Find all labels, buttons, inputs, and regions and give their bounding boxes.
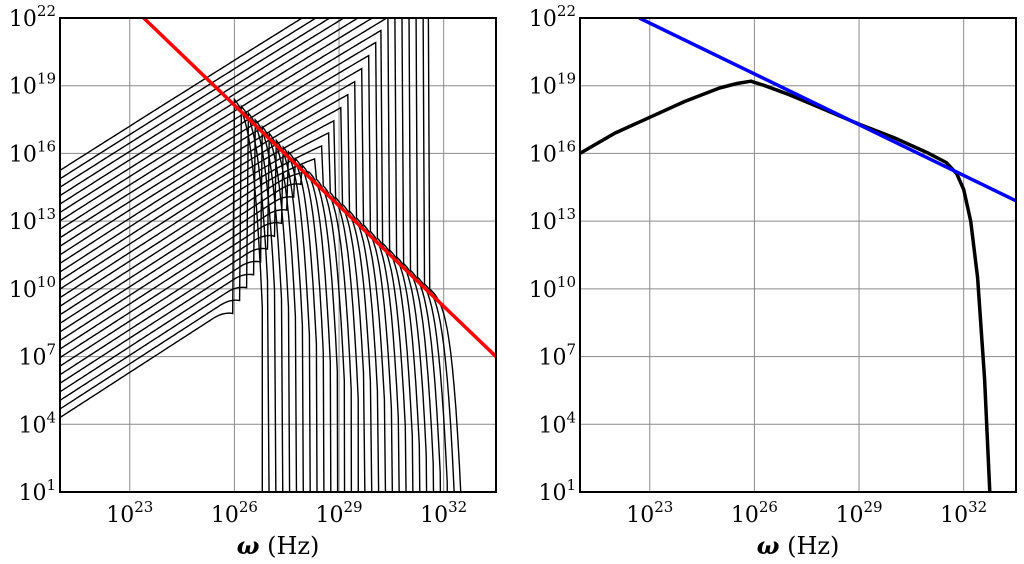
spectrum-curve (60, 131, 298, 492)
y-tick-label: 1022 (529, 2, 576, 32)
spectrum-curve (60, 106, 373, 492)
x-axis-label: ω (Hz) (757, 531, 840, 560)
y-tick-label: 1022 (9, 2, 56, 32)
y-tick-label: 107 (18, 341, 56, 371)
y-tick-label: 101 (18, 476, 56, 506)
y-tick-label: 1019 (529, 70, 576, 100)
x-tick-label: 1023 (626, 498, 673, 528)
spectrum-curve (60, 80, 387, 492)
envelope-line (638, 18, 1016, 203)
spectrum-curve (60, 124, 291, 492)
spectrum-curve (60, 170, 339, 492)
y-tick-label: 1013 (529, 205, 576, 235)
left-chart-panel: 101 104 107 1010 1013 1016 1019 1022 1023 1026 102… (9, 2, 497, 560)
spectrum-curve (60, 18, 442, 492)
spectrum-curve (60, 138, 304, 492)
envelope-line (142, 18, 496, 358)
spectrum-curve (60, 18, 462, 492)
x-tick-label: 1029 (315, 498, 362, 528)
spectrum-curve (60, 131, 359, 492)
spectrum-line (580, 79, 992, 492)
plot-frame (59, 17, 497, 493)
spectrum-curve (60, 54, 400, 492)
y-tick-label: 104 (18, 408, 56, 438)
spectrum-curve (60, 18, 448, 492)
plot-frame (579, 17, 1017, 493)
spectrum-curve (60, 18, 428, 492)
spectrum-curve (60, 67, 394, 492)
curve-family (60, 18, 462, 492)
right-chart-panel: 101 104 107 1010 1013 1016 1019 1022 1023 1026 102… (529, 2, 1017, 560)
x-tick-label: 1029 (835, 498, 882, 528)
grid (580, 17, 1016, 493)
y-tick-label: 107 (538, 341, 576, 371)
plot-area (580, 18, 1016, 492)
y-tick-label: 1013 (9, 205, 56, 235)
spectrum-curve (60, 104, 270, 492)
y-tick-label: 1010 (529, 273, 576, 303)
spectrum-curve (60, 29, 414, 492)
spectrum-curve (60, 18, 421, 492)
spectrum-curve (60, 150, 318, 492)
spectrum-curve (60, 117, 284, 492)
spectrum-curve (60, 156, 325, 492)
spectrum-curve (60, 41, 407, 492)
y-tick-label: 1016 (529, 137, 576, 167)
y-tick-label: 1019 (9, 70, 56, 100)
x-axis-label: ω (Hz) (237, 531, 320, 560)
y-tick-label: 1016 (9, 137, 56, 167)
spectrum-curve (60, 18, 435, 492)
spectrum-curve (60, 97, 263, 492)
y-tick-label: 1010 (9, 273, 56, 303)
x-tick-label: 1023 (106, 498, 153, 528)
spectrum-curve (60, 18, 455, 492)
plot-area (60, 18, 496, 492)
x-tick-label: 1026 (211, 498, 258, 528)
x-tick-label: 1032 (420, 498, 467, 528)
spectrum-curve (60, 145, 311, 492)
y-tick-label: 104 (538, 408, 576, 438)
grid (60, 17, 496, 493)
spectrum-curve (60, 111, 277, 492)
spectrum-curve (60, 144, 353, 492)
spectrum-curve (60, 163, 332, 492)
x-tick-label: 1032 (940, 498, 987, 528)
y-tick-label: 101 (538, 476, 576, 506)
x-tick-label: 1026 (731, 498, 778, 528)
spectrum-curve (60, 119, 366, 492)
spectrum-curve (60, 93, 380, 492)
